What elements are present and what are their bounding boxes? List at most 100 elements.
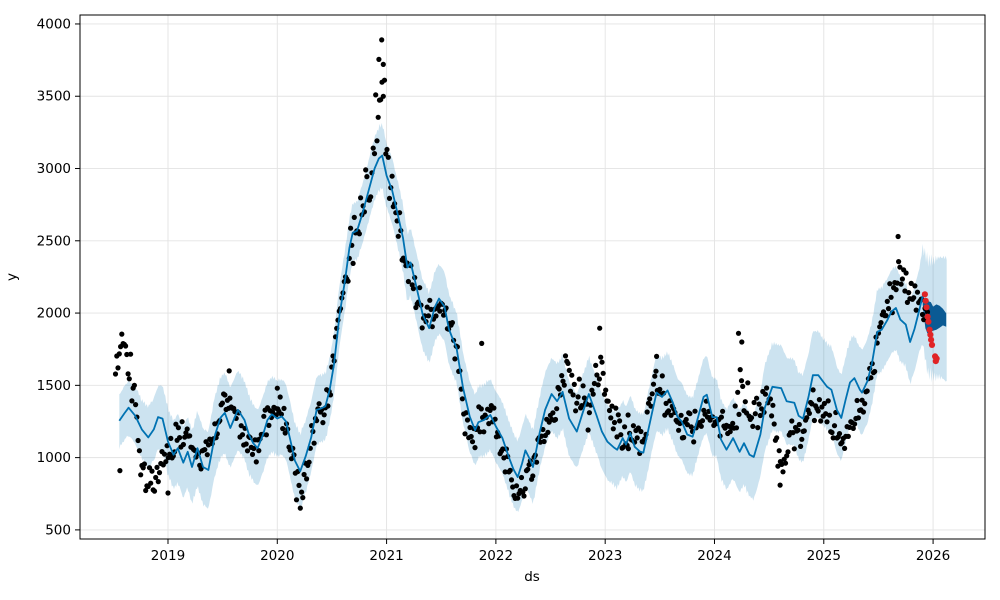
x-tick-label: 2019 [151,548,185,564]
actual-point [478,406,484,412]
actual-outlier-point [165,490,171,496]
actual-point [281,405,287,411]
x-tick-label: 2021 [369,548,403,564]
actual-point [657,386,663,392]
actual-point [219,400,225,406]
actual-point [816,397,823,403]
actual-point [898,281,904,287]
actual-point [603,387,609,393]
actual-point [598,354,604,360]
actual-point [625,446,632,452]
x-tick-label: 2026 [916,548,950,564]
anomaly-point [922,297,929,304]
tick-marks: 2019 2020 2021 2022 2023 2024 2025 2026 500 1000 1… [37,16,951,564]
actual-point [663,400,669,406]
actual-point [745,380,751,386]
actual-point [860,409,867,415]
actual-point [836,431,843,437]
actual-point [824,419,830,425]
actual-point [573,408,579,414]
plot-area [80,15,985,539]
actual-point [433,313,439,319]
actual-point [384,146,390,153]
actual-point [757,412,763,419]
actual-point [128,351,134,357]
actual-point [550,410,556,416]
actual-point [585,427,591,433]
actual-point [720,408,726,414]
actual-point [288,456,295,462]
actual-point [153,474,159,481]
actual-point [893,287,899,293]
actual-point [606,407,613,414]
actual-point [363,167,369,173]
actual-point [304,476,310,482]
actual-point [424,304,430,310]
y-tick-label: 1000 [37,450,71,466]
actual-point [811,417,818,424]
actual-point [590,391,596,397]
actual-point [740,383,746,389]
actual-point [320,420,326,426]
actual-point [428,306,434,312]
actual-point [311,440,317,446]
actual-point [883,313,889,319]
actual-point [364,174,370,180]
actual-point [737,367,743,373]
actual-point [316,401,322,407]
actual-point [774,435,780,441]
actual-point [253,459,259,465]
actual-outlier-point [117,468,123,474]
actual-point [785,449,791,455]
actual-point [801,428,807,434]
actual-point [652,373,658,379]
actual-point [924,309,931,315]
actual-point [593,362,599,368]
actual-point [789,418,795,424]
actual-point [804,415,810,421]
actual-point [371,151,378,157]
actual-point [417,285,423,291]
actual-point [615,412,621,418]
actual-point [650,381,657,387]
actual-point [762,391,769,397]
y-tick-label: 4000 [37,16,71,32]
actual-point [300,495,306,501]
actual-point [472,445,478,451]
actual-point [177,435,183,441]
actual-point [161,451,168,457]
actual-point [825,398,831,404]
actual-point [293,497,300,503]
actual-point [370,145,376,151]
actual-point [850,425,856,431]
actual-point [556,386,562,392]
actual-point [351,214,357,220]
actual-point [119,331,125,337]
actual-point [622,424,628,430]
actual-point [545,429,551,435]
y-tick-label: 2000 [37,306,71,322]
actual-point [751,399,757,406]
actual-point [780,469,786,475]
actual-point [277,394,283,400]
actual-point [429,324,435,330]
actual-point [184,426,190,432]
actual-point [885,306,892,312]
y-tick-label: 3000 [37,161,71,177]
anomaly-point [926,326,933,333]
y-axis-label: y [4,273,20,281]
actual-point [565,360,571,366]
actual-point [405,278,411,285]
actual-point [748,415,755,421]
actual-point [791,446,797,452]
actual-point [862,401,868,407]
actual-point [580,383,586,389]
actual-point [425,313,432,319]
actual-point [826,412,833,418]
actual-point [638,428,644,435]
actual-outlier-point [625,412,631,418]
actual-point [912,283,918,289]
actual-point [738,378,745,384]
actual-outlier-point [895,233,901,240]
actual-point [799,436,805,442]
